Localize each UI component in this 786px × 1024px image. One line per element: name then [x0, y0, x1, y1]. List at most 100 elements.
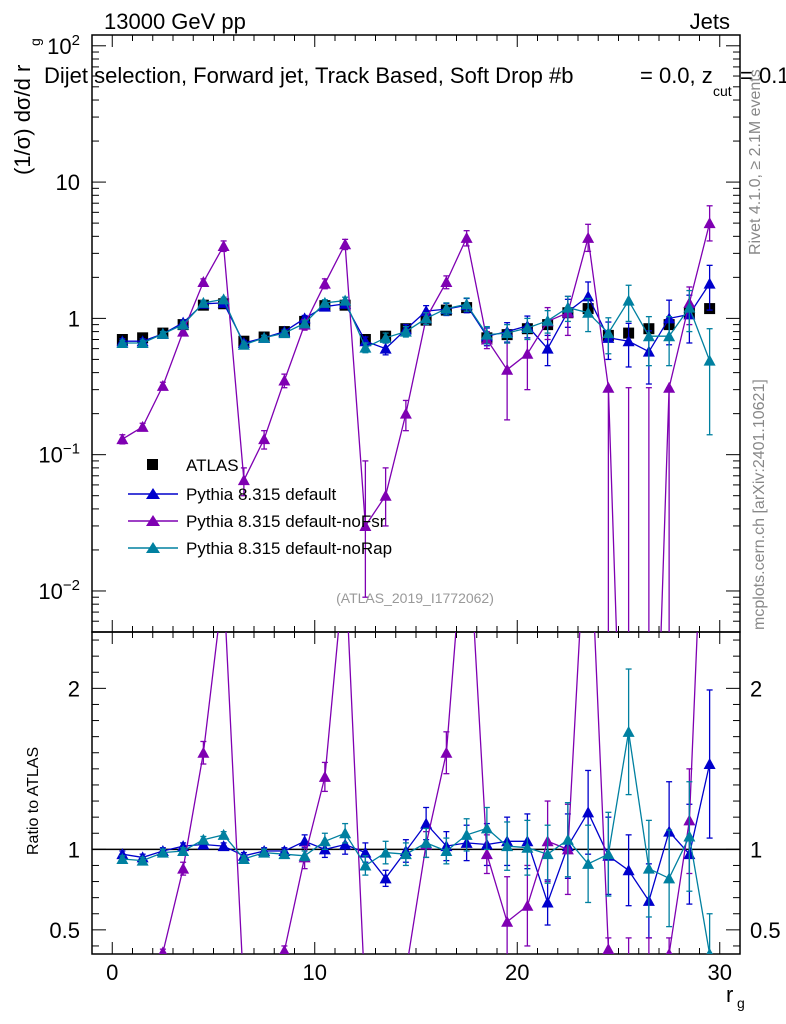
data-point: [399, 848, 412, 860]
data-point: [622, 294, 635, 306]
data-point: [602, 327, 615, 339]
y-tick-label: 10−2: [38, 577, 80, 604]
rivet-label: Rivet 4.1.0, ≥ 2.1M events: [747, 69, 764, 255]
data-point: [237, 853, 250, 865]
data-point: [541, 314, 554, 326]
data-point: [541, 896, 554, 908]
data-point: [379, 489, 392, 501]
ratio-line-norap: [122, 731, 711, 954]
data-point: [521, 899, 534, 911]
mcplots-label: mcplots.cern.ch [arXiv:2401.10621]: [751, 379, 768, 630]
ratio-line-default: [122, 763, 711, 905]
data-point: [197, 746, 210, 758]
data-point: [258, 975, 270, 986]
ratio-y-tick-label-right: 2: [750, 676, 762, 701]
data-point: [279, 944, 290, 954]
data-point: [440, 302, 453, 314]
data-point: [217, 828, 230, 840]
data-point: [622, 864, 635, 876]
data-point: [643, 1004, 655, 1015]
x-tick-label: 10: [303, 960, 327, 985]
data-point: [116, 433, 129, 445]
data-point: [440, 275, 453, 287]
data-point: [703, 354, 716, 366]
ratio-y-tick-label: 2: [68, 676, 80, 701]
data-point: [663, 330, 676, 342]
data-point: [706, 948, 713, 954]
data-point: [116, 853, 129, 865]
data-point: [218, 578, 230, 589]
data-point: [278, 327, 291, 339]
data-point: [177, 844, 190, 856]
legend-marker-default: [146, 488, 160, 499]
data-point: [420, 817, 433, 829]
data-point: [380, 993, 392, 1004]
data-point: [258, 331, 271, 343]
data-point: [642, 862, 655, 874]
data-point: [177, 862, 190, 874]
y-tick-label: 102: [47, 32, 80, 59]
legend-label-nofsr: Pythia 8.315 default-noFsr: [186, 512, 386, 531]
data-point: [703, 217, 716, 229]
data-point: [602, 381, 615, 393]
xlabel: r: [726, 982, 733, 1007]
data-point: [602, 848, 615, 860]
series-line-default: [122, 283, 711, 353]
data-point: [561, 833, 574, 845]
legend-label-atlas: ATLAS: [186, 456, 239, 475]
data-point: [501, 915, 514, 927]
y-tick-label: 10−1: [38, 441, 80, 468]
series-line-norap: [122, 298, 711, 361]
data-point: [136, 336, 149, 348]
data-point: [703, 758, 716, 770]
data-point: [298, 317, 311, 329]
ratio-y-tick-label: 1: [68, 837, 80, 862]
data-point: [379, 872, 392, 884]
data-point: [156, 379, 169, 391]
data-point: [156, 846, 169, 858]
energy-label: 13000 GeV pp: [104, 9, 246, 34]
data-point: [541, 848, 554, 860]
series-norap: [116, 284, 716, 436]
data-point: [480, 848, 493, 860]
data-point: [501, 363, 514, 375]
data-point: [582, 806, 595, 818]
data-point: [359, 341, 372, 353]
data-point: [703, 277, 716, 289]
data-point: [665, 948, 673, 954]
legend-marker-nofsr: [146, 515, 160, 526]
data-point: [582, 857, 595, 869]
data-point: [359, 846, 372, 858]
data-point: [420, 836, 433, 848]
data-point: [480, 822, 493, 834]
data-point: [258, 846, 271, 858]
data-point: [237, 338, 250, 350]
data-point: [156, 327, 169, 339]
data-point: [359, 859, 372, 871]
data-point: [582, 231, 595, 243]
data-point: [561, 301, 574, 313]
data-point: [461, 489, 473, 500]
data-point: [137, 969, 149, 980]
data-point: [217, 239, 230, 251]
data-point: [501, 327, 514, 339]
data-point: [379, 342, 392, 354]
data-point: [440, 844, 453, 856]
main-ylabel-sub: g: [27, 38, 43, 46]
xlabel-sub: g: [737, 995, 745, 1011]
data-point: [359, 998, 371, 1009]
data-point: [622, 335, 635, 347]
data-point: [339, 838, 352, 850]
series-nofsr: [116, 205, 716, 632]
data-point: [177, 318, 190, 330]
data-point: [663, 872, 676, 884]
data-point: [501, 840, 514, 852]
data-point: [318, 770, 331, 782]
analysis-ref: (ATLAS_2019_I1772062): [336, 590, 494, 606]
data-point: [339, 827, 352, 839]
data-point: [379, 846, 392, 858]
x-tick-label: 20: [505, 960, 529, 985]
x-tick-label: 30: [708, 960, 732, 985]
data-point: [602, 943, 615, 954]
